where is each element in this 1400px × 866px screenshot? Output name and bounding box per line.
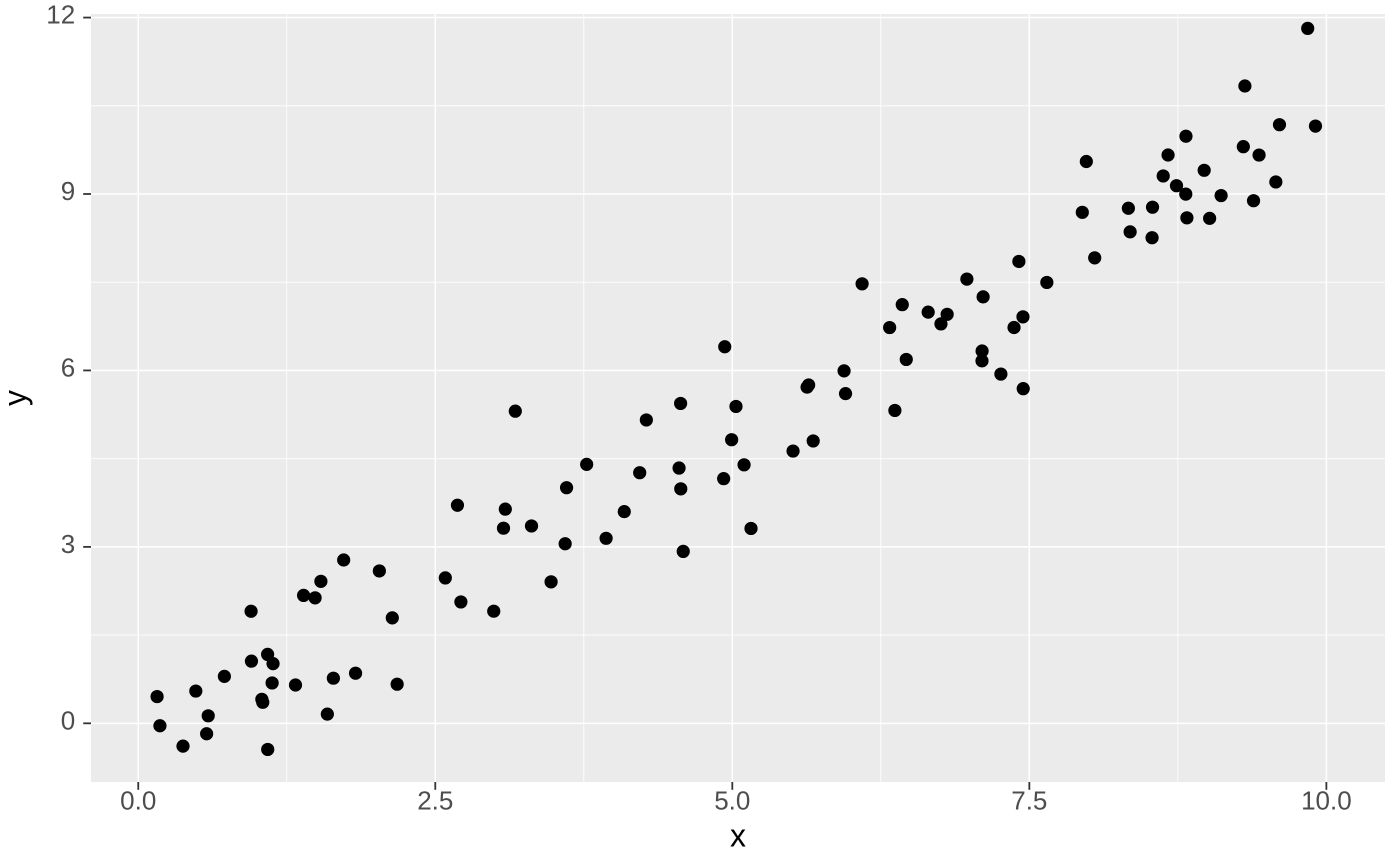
svg-text:12: 12: [46, 0, 75, 30]
svg-text:6: 6: [61, 352, 75, 382]
svg-text:9: 9: [61, 176, 75, 206]
svg-text:2.5: 2.5: [417, 785, 453, 815]
svg-text:3: 3: [61, 529, 75, 559]
svg-text:0: 0: [61, 705, 75, 735]
svg-text:7.5: 7.5: [1011, 785, 1047, 815]
svg-text:10.0: 10.0: [1301, 785, 1352, 815]
svg-text:x: x: [730, 818, 746, 854]
svg-text:5.0: 5.0: [714, 785, 750, 815]
svg-text:y: y: [0, 390, 33, 406]
svg-text:0.0: 0.0: [120, 785, 156, 815]
